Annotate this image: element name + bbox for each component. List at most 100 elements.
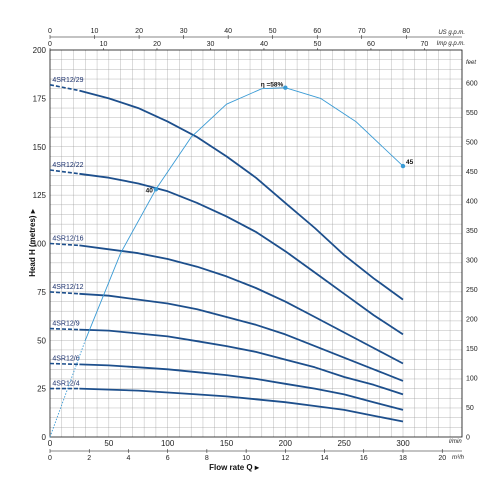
- x-tick-label: 300: [396, 439, 410, 448]
- x-tick-label: 100: [161, 439, 175, 448]
- feet-tick-label: 200: [466, 317, 478, 324]
- lmin-unit: l/min: [449, 439, 462, 445]
- us-tick-label: 80: [402, 28, 410, 35]
- efficiency-group: 40 η =58% 45: [49, 82, 414, 438]
- feet-unit: feet: [466, 60, 476, 66]
- m3h-tick-label: 14: [321, 455, 329, 462]
- imp-tick-label: 70: [421, 41, 429, 48]
- pump-curve-dashed: [49, 242, 80, 247]
- us-tick-label: 20: [135, 28, 143, 35]
- y-axis-title: Head H (metres) ▸: [28, 208, 37, 277]
- m3h-tick-label: 16: [360, 455, 368, 462]
- pump-curve: [79, 172, 404, 336]
- left-axis: 0 25 50 75 100 125 150 175 200: [33, 46, 47, 442]
- us-tick-label: 0: [48, 28, 52, 35]
- imp-tick-label: 20: [153, 41, 161, 48]
- efficiency-curve-dashed: [49, 340, 86, 438]
- pump-curve: [79, 89, 404, 301]
- m3h-unit: m³/h: [452, 455, 465, 461]
- feet-tick-label: 250: [466, 287, 478, 294]
- pump-curve: [79, 244, 404, 365]
- top-axis: 0 10 20 30 40 50 60 70 800 10 20 30 40 50 60 70: [48, 28, 462, 50]
- series-group: 4SR12/29 4SR12/22 4SR12/16 4SR12/12 4SR12/9 4…: [49, 77, 404, 423]
- m3h-tick-label: 2: [87, 455, 91, 462]
- imp-tick-label: 50: [314, 41, 322, 48]
- feet-tick-label: 100: [466, 376, 478, 383]
- pump-curve-label: 4SR12/12: [52, 284, 83, 291]
- pump-curve-dashed: [49, 327, 80, 331]
- m3h-tick-label: 12: [281, 455, 289, 462]
- y-tick-label: 200: [33, 46, 47, 55]
- imp-tick-label: 0: [48, 41, 52, 48]
- m3h-tick-label: 18: [399, 455, 407, 462]
- efficiency-marker: [153, 187, 159, 192]
- pump-curve: [79, 387, 404, 423]
- feet-tick-label: 50: [466, 405, 474, 412]
- pump-curve-label: 4SR12/29: [52, 77, 83, 84]
- pump-curve-label: 4SR12/22: [52, 162, 83, 169]
- us-tick-label: 50: [269, 28, 277, 35]
- y-tick-label: 175: [33, 94, 47, 103]
- y-tick-label: 50: [37, 336, 46, 345]
- x-axis-title: Flow rate Q ▸: [209, 463, 260, 472]
- pump-curve-dashed: [49, 362, 80, 366]
- feet-tick-label: 350: [466, 228, 478, 235]
- m3h-tick-label: 8: [205, 455, 209, 462]
- feet-tick-label: 0: [466, 435, 470, 442]
- m3h-tick-label: 0: [48, 455, 52, 462]
- m3h-tick-label: 6: [166, 455, 170, 462]
- imp-tick-label: 60: [367, 41, 375, 48]
- efficiency-peak-label: η =58%: [261, 82, 284, 89]
- imp-tick-label: 40: [260, 41, 268, 48]
- efficiency-curve: [84, 87, 404, 341]
- x-tick-label: 50: [104, 439, 113, 448]
- m3h-tick-label: 10: [242, 455, 250, 462]
- y-tick-label: 150: [33, 143, 47, 152]
- pump-curve-label: 4SR12/16: [52, 236, 83, 243]
- pump-curve-label: 4SR12/9: [52, 321, 79, 328]
- efficiency-marker: [283, 85, 288, 90]
- efficiency-start-label: 40: [146, 187, 154, 194]
- us-tick-label: 40: [224, 28, 232, 35]
- m3h-tick-label: 4: [126, 455, 130, 462]
- feet-tick-label: 550: [466, 110, 478, 117]
- x-tick-label: 0: [48, 439, 53, 448]
- us-tick-label: 60: [313, 28, 321, 35]
- x-tick-label: 200: [279, 439, 293, 448]
- x-tick-label: 250: [337, 439, 351, 448]
- feet-tick-label: 600: [466, 81, 478, 88]
- efficiency-marker: [400, 163, 406, 169]
- m3h-tick-label: 20: [438, 455, 446, 462]
- pump-curve-dashed: [49, 291, 80, 295]
- pump-curve-dashed: [49, 169, 80, 175]
- imp-gpm-unit: Imp g.p.m.: [437, 41, 465, 47]
- x-tick-label: 150: [220, 439, 234, 448]
- feet-tick-label: 400: [466, 199, 478, 206]
- pump-curve-dashed: [49, 84, 80, 92]
- pump-curve-label: 4SR12/6: [52, 355, 79, 362]
- us-gpm-unit: US g.p.m.: [438, 30, 465, 36]
- pump-curve: [79, 363, 404, 411]
- y-tick-label: 100: [33, 240, 47, 249]
- us-tick-label: 10: [91, 28, 99, 35]
- y-tick-label: 75: [37, 288, 46, 297]
- y-tick-label: 25: [37, 385, 46, 394]
- y-tick-label: 125: [33, 191, 47, 200]
- feet-tick-label: 450: [466, 169, 478, 176]
- feet-tick-label: 300: [466, 258, 478, 265]
- efficiency-end-label: 45: [406, 159, 414, 166]
- right-axis: 0 50 100 150 200 250 300 350 400 450 500 550 600: [466, 81, 478, 442]
- feet-tick-label: 500: [466, 140, 478, 147]
- y-axis-title-text: Head H (metres): [28, 215, 37, 277]
- bottom-axis: 0 50 100 150 200 250 300 0 2 4 6 8 10 12 14 16 18 20: [48, 439, 462, 462]
- pump-curve: [79, 292, 404, 382]
- us-tick-label: 70: [358, 28, 366, 35]
- feet-tick-label: 150: [466, 346, 478, 353]
- pump-curve-label: 4SR12/4: [52, 381, 79, 388]
- imp-tick-label: 30: [207, 41, 215, 48]
- imp-tick-label: 10: [100, 41, 108, 48]
- x-axis-title-text: Flow rate Q: [209, 463, 253, 472]
- us-tick-label: 30: [180, 28, 188, 35]
- pump-curve: [79, 328, 404, 396]
